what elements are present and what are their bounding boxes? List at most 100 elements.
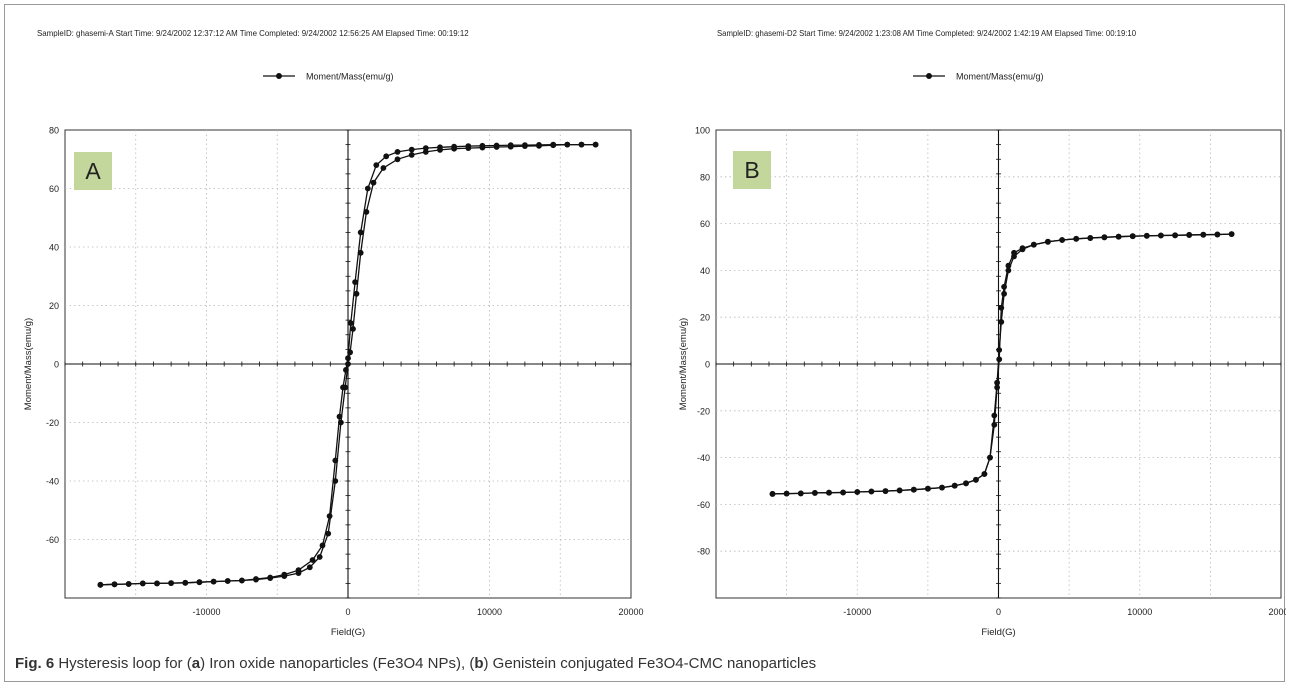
data-point — [408, 146, 415, 153]
data-point — [1143, 232, 1150, 239]
data-point — [925, 485, 931, 492]
data-point — [345, 355, 351, 362]
data-point — [1214, 231, 1221, 238]
caption-letter-b: b — [474, 655, 484, 672]
data-point — [370, 179, 377, 186]
y-tick-label: 20 — [49, 301, 59, 311]
legend-marker — [276, 73, 282, 79]
data-point — [1087, 235, 1094, 241]
y-tick-label: 100 — [695, 126, 710, 136]
data-point — [1019, 245, 1026, 252]
data-point — [373, 162, 380, 169]
data-point — [437, 144, 443, 151]
data-point — [350, 326, 356, 332]
data-point — [939, 484, 945, 491]
data-point — [1158, 232, 1164, 239]
chart-panel-b: SampleID: ghasemi-D2 Start Time: 9/24/20… — [650, 5, 1286, 655]
y-tick-label: 40 — [700, 266, 710, 276]
y-axis-title: Moment/Mass(emu/g) — [678, 318, 689, 410]
data-point — [253, 576, 259, 582]
figure-frame: SampleID: ghasemi-A Start Time: 9/24/200… — [4, 4, 1286, 682]
panel-label-box — [74, 152, 112, 190]
series-ascending-branch — [97, 141, 599, 588]
hysteresis-chart-a: SampleID: ghasemi-A Start Time: 9/24/200… — [23, 29, 644, 638]
data-point — [325, 530, 332, 537]
data-point — [353, 290, 360, 297]
caption-text-2: ) Iron oxide nanoparticles (Fe3O4 NPs), … — [200, 655, 475, 672]
y-tick-label: 0 — [54, 360, 59, 370]
data-point — [97, 581, 104, 588]
data-point — [383, 153, 390, 160]
y-tick-label: 80 — [49, 126, 59, 136]
data-point — [973, 476, 979, 483]
data-point — [1005, 262, 1012, 269]
data-point — [896, 487, 903, 494]
data-point — [332, 457, 339, 464]
data-point — [1101, 234, 1108, 241]
data-point — [797, 490, 804, 497]
data-point — [1228, 231, 1235, 238]
data-point — [951, 482, 958, 489]
caption-text-1: Hysteresis loop for ( — [54, 655, 192, 672]
sample-header: SampleID: ghasemi-A Start Time: 9/24/200… — [37, 29, 469, 38]
y-tick-label: 60 — [700, 219, 710, 229]
data-point — [994, 384, 1000, 391]
y-tick-label: -20 — [697, 406, 710, 416]
data-point — [281, 571, 288, 578]
data-point — [963, 480, 969, 487]
y-tick-label: -40 — [46, 477, 59, 487]
data-point — [316, 554, 323, 560]
data-point — [465, 143, 472, 150]
data-point — [319, 542, 326, 549]
data-point — [1129, 233, 1136, 240]
data-point — [1059, 237, 1065, 243]
data-point — [422, 145, 429, 152]
caption-fig-label: Fig. 6 — [15, 655, 55, 672]
x-tick-label: 0 — [345, 607, 350, 617]
x-axis-title: Field(G) — [331, 627, 365, 638]
data-point — [854, 489, 861, 495]
x-axis-title: Field(G) — [981, 627, 1015, 638]
y-tick-label: 40 — [49, 243, 59, 253]
data-point — [306, 564, 313, 571]
x-tick-label: 20000 — [1268, 607, 1286, 617]
figure-caption: Fig. 6 Hysteresis loop for (a) Iron oxid… — [15, 655, 1275, 672]
data-point — [1186, 232, 1193, 239]
data-point — [239, 577, 245, 584]
panel-label: B — [744, 157, 759, 183]
y-tick-label: 0 — [705, 360, 710, 370]
data-point — [125, 581, 132, 587]
data-point — [578, 141, 585, 148]
hysteresis-chart-b: SampleID: ghasemi-D2 Start Time: 9/24/20… — [678, 29, 1286, 638]
data-point — [910, 486, 917, 493]
data-point — [1045, 238, 1051, 245]
y-tick-label: -60 — [46, 535, 59, 545]
data-point — [224, 578, 231, 584]
data-point — [267, 574, 274, 581]
data-point — [326, 513, 333, 519]
sample-header: SampleID: ghasemi-D2 Start Time: 9/24/20… — [717, 29, 1136, 38]
data-point — [1001, 283, 1007, 290]
data-point — [550, 141, 557, 148]
data-point — [363, 209, 370, 215]
legend-marker — [926, 73, 932, 79]
data-point — [210, 578, 217, 585]
legend: Moment/Mass(emu/g) — [913, 72, 1044, 82]
data-point — [154, 580, 160, 587]
data-point — [451, 143, 457, 150]
data-point — [592, 141, 599, 148]
data-point — [987, 454, 993, 461]
y-axis-title: Moment/Mass(emu/g) — [23, 318, 34, 410]
data-point — [812, 490, 818, 496]
panel-label: A — [85, 158, 101, 184]
y-tick-label: 20 — [700, 313, 710, 323]
data-point — [868, 488, 875, 495]
data-point — [882, 488, 889, 494]
data-point — [1115, 233, 1122, 240]
x-tick-label: 10000 — [477, 607, 502, 617]
data-point — [408, 152, 415, 158]
data-point — [196, 579, 203, 586]
data-point — [479, 142, 486, 149]
data-point — [991, 421, 998, 428]
data-point — [1001, 290, 1007, 297]
